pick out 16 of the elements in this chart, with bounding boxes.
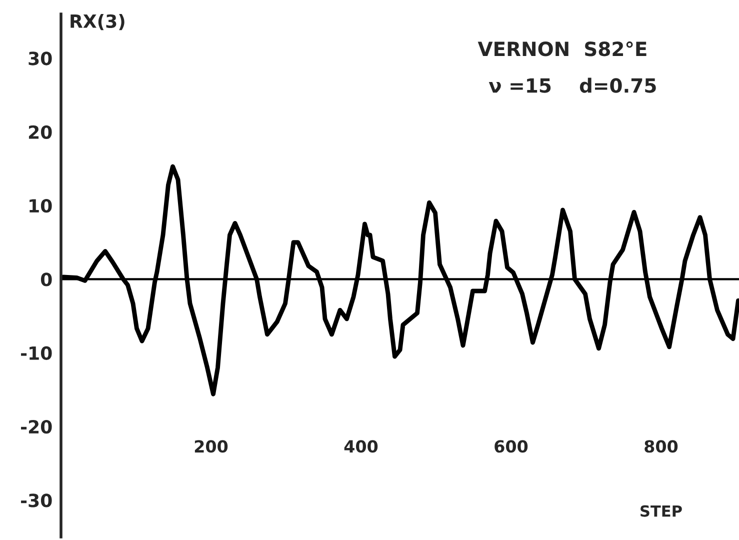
line-series bbox=[61, 164, 739, 396]
x-tick-label: 400 bbox=[344, 440, 378, 453]
x-tick-label: 600 bbox=[494, 440, 528, 453]
y-tick-label: 20 bbox=[28, 125, 52, 139]
annotation: ν =15 d=0.75 bbox=[488, 78, 656, 93]
y-axis-title: RX(3) bbox=[70, 14, 124, 30]
y-tick-label: -30 bbox=[21, 494, 52, 508]
annotation: VERNON S82°E bbox=[478, 41, 646, 56]
x-tick-label: 800 bbox=[644, 440, 678, 453]
y-tick-label: 10 bbox=[30, 198, 52, 213]
y-tick-label: 0 bbox=[40, 272, 52, 286]
y-tick-label: -10 bbox=[21, 346, 52, 360]
x-axis-title: STEP bbox=[640, 505, 682, 517]
x-tick-label: 200 bbox=[194, 440, 228, 453]
y-tick-label: -20 bbox=[21, 420, 52, 434]
y-tick-label: 30 bbox=[28, 52, 52, 66]
